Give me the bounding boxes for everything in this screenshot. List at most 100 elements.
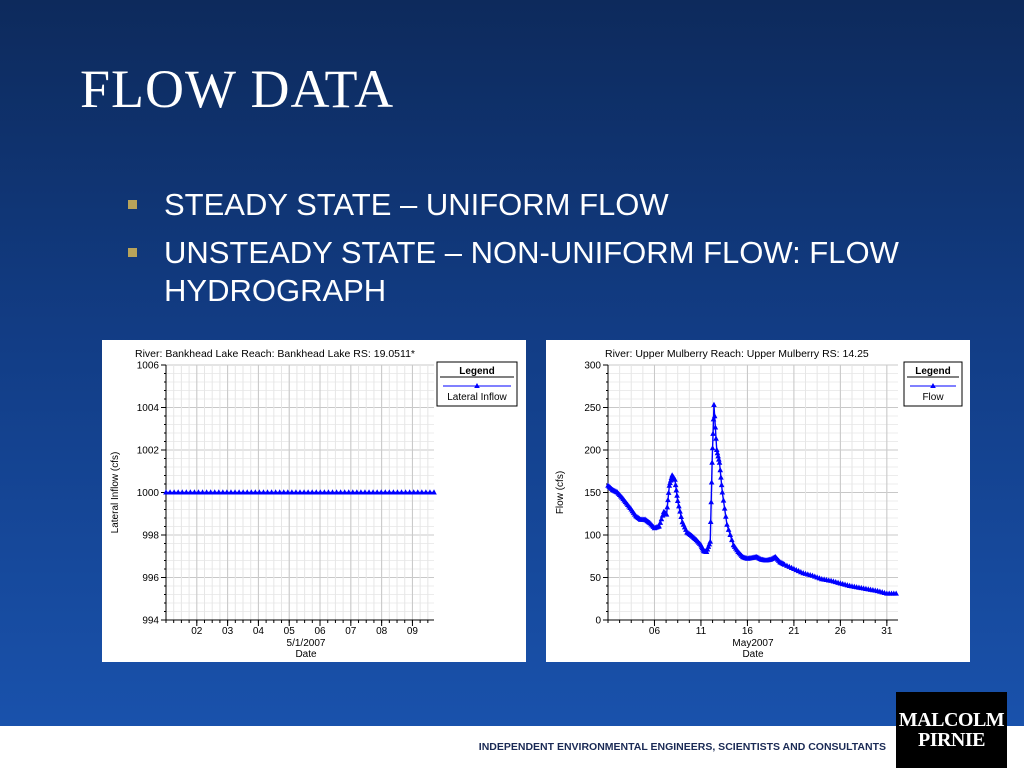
data-point (658, 516, 665, 522)
x-tick-label: 06 (649, 626, 661, 637)
data-point (207, 489, 214, 495)
data-point (406, 489, 413, 495)
data-point (215, 489, 222, 495)
bullet-item: STEADY STATE – UNIFORM FLOW (124, 186, 904, 224)
data-point (183, 489, 190, 495)
data-point (398, 489, 405, 495)
legend-title: Legend (459, 366, 495, 377)
data-point (325, 489, 332, 495)
data-point (293, 489, 299, 495)
chart-legend: Legend Flow (903, 361, 963, 407)
y-tick-label: 998 (142, 531, 159, 542)
x-axis-label: Date (295, 649, 317, 660)
data-point (414, 489, 421, 495)
data-point (708, 479, 715, 485)
x-tick-label: 06 (314, 626, 326, 637)
data-point (224, 489, 230, 495)
data-point (167, 489, 173, 495)
data-point (163, 489, 169, 495)
x-tick-label: 09 (407, 626, 419, 637)
data-point (720, 497, 727, 503)
y-tick-label: 1000 (137, 488, 160, 499)
x-tick-label: 02 (191, 626, 203, 637)
lateral-inflow-chart: 994 996 998 1000 1002 1004 1006 02 03 04 05 06 07 08 0… (110, 348, 518, 660)
data-point (715, 453, 721, 459)
data-point (187, 489, 194, 495)
data-point (674, 497, 681, 503)
data-point (378, 489, 385, 495)
data-point (657, 519, 664, 525)
data-point (297, 489, 303, 495)
data-point (220, 489, 226, 495)
data-point (664, 504, 671, 510)
data-point (256, 489, 263, 495)
x-tick-label: 21 (788, 626, 800, 637)
data-point (394, 489, 401, 495)
grid-lines (165, 364, 434, 621)
data-point (665, 489, 672, 495)
company-logo: MALCOLM PIRNIE (896, 692, 1007, 768)
y-tick-label: 994 (142, 616, 159, 627)
data-point (710, 430, 716, 436)
data-point (366, 489, 372, 495)
data-point (289, 489, 295, 495)
data-point (390, 489, 397, 495)
data-point (354, 489, 360, 495)
x-tick-label: 11 (696, 626, 707, 637)
data-point (718, 481, 725, 488)
data-point (272, 489, 279, 495)
logo-line: MALCOLM (898, 709, 1005, 731)
data-point (663, 511, 670, 517)
data-point (240, 489, 246, 495)
data-point (285, 489, 291, 495)
y-tick-label: 50 (590, 573, 602, 584)
data-point (674, 492, 680, 498)
data-point (349, 489, 356, 495)
y-tick-label: 1004 (137, 403, 160, 414)
data-point (260, 489, 267, 495)
data-point (248, 489, 255, 495)
y-tick-label: 996 (142, 573, 159, 584)
data-point (313, 489, 320, 495)
data-point (716, 456, 722, 462)
data-point (301, 489, 307, 495)
data-point (305, 489, 311, 495)
slide-title: FLOW DATA (80, 59, 395, 119)
data-point (175, 489, 181, 495)
data-point (268, 489, 275, 495)
data-point (236, 489, 242, 495)
data-point (309, 489, 315, 495)
bullet-text: UNSTEADY STATE – NON-UNIFORM FLOW: FLOW … (164, 235, 899, 308)
chart-legend: Legend Lateral Inflow (436, 361, 518, 407)
legend-marker (930, 383, 936, 388)
data-point (337, 489, 344, 495)
data-point (727, 531, 734, 537)
data-point (252, 489, 259, 495)
data-point (427, 489, 433, 495)
data-point (714, 449, 721, 456)
legend-entry: Flow (922, 392, 944, 403)
data-point (672, 481, 679, 488)
x-tick-label: 05 (284, 626, 296, 637)
chart-panel-lateral-inflow: 994 996 998 1000 1002 1004 1006 02 03 04 05 06 07 08 0… (102, 340, 526, 662)
y-tick-label: 300 (584, 361, 601, 372)
x-axis-label: Date (742, 649, 764, 660)
data-point (893, 590, 899, 596)
grid-lines (607, 364, 898, 621)
data-point (370, 489, 376, 495)
data-point (423, 489, 429, 495)
x-tick-label: 07 (345, 626, 357, 637)
y-tick-label: 0 (595, 616, 601, 627)
data-point (244, 489, 251, 495)
data-point (711, 401, 717, 407)
chart-title: River: Upper Mulberry Reach: Upper Mulbe… (605, 348, 869, 360)
x-tick-label: 04 (253, 626, 265, 637)
x-tick-label: 26 (835, 626, 847, 637)
data-point (676, 503, 682, 509)
data-point (707, 518, 714, 525)
data-point (712, 424, 719, 430)
y-tick-label: 250 (584, 403, 601, 414)
data-point (410, 489, 417, 495)
data-point (711, 413, 718, 419)
data-point (191, 489, 198, 495)
